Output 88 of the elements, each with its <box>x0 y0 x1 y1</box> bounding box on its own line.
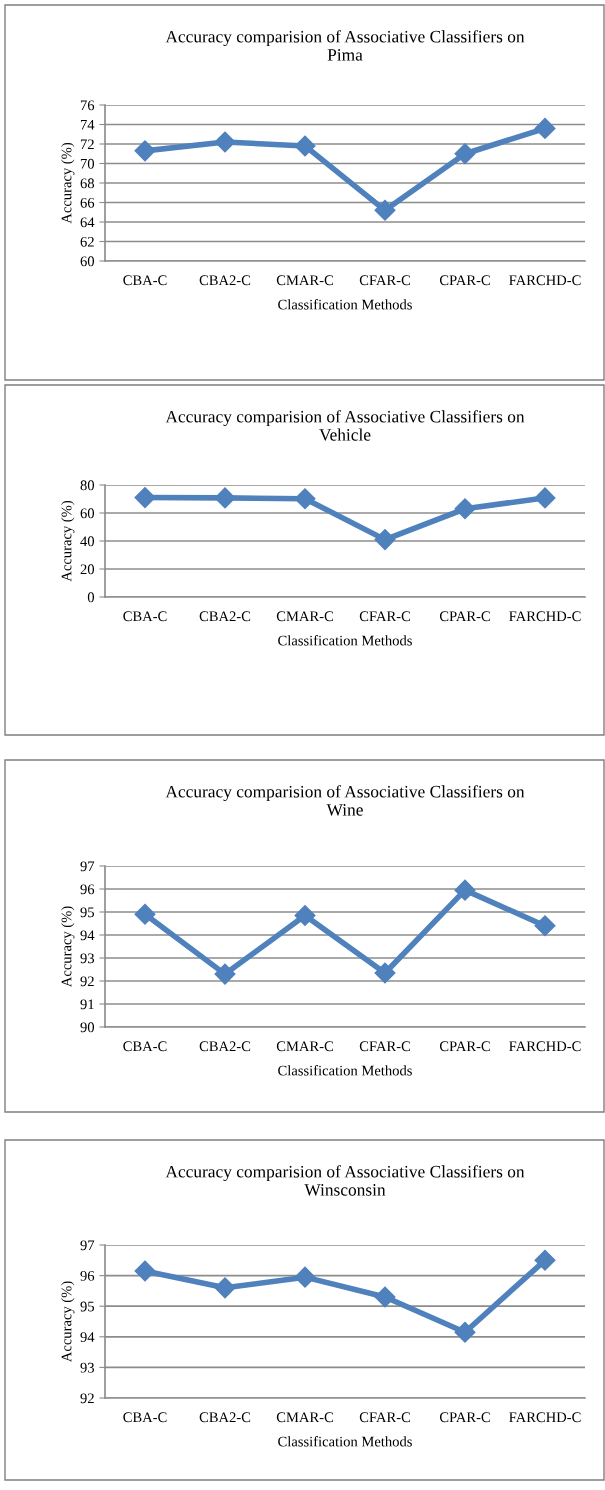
point <box>294 135 316 157</box>
point <box>294 488 316 510</box>
y-tick-label: 90 <box>80 1022 95 1033</box>
y-tick-label: 60 <box>80 256 95 267</box>
x-tick-label: FARCHD-C <box>509 611 581 622</box>
point <box>294 904 316 926</box>
y-tick-label: 80 <box>80 480 95 491</box>
point <box>134 140 156 162</box>
y-tick-label: 20 <box>80 564 95 575</box>
point <box>134 487 156 509</box>
x-tick-label: CFAR-C <box>359 1041 410 1052</box>
point <box>454 143 476 165</box>
x-tick-label: CPAR-C <box>439 275 490 286</box>
chart-title: Accuracy comparision of Associative Classifiers on Winsconsin <box>165 1165 525 1196</box>
y-tick-label: 95 <box>80 1301 95 1312</box>
y-tick-label: 93 <box>80 953 95 964</box>
x-tick-label: FARCHD-C <box>509 275 581 286</box>
y-axis-title: Accuracy (%) <box>61 1281 75 1363</box>
point <box>134 903 156 925</box>
y-tick-label: 68 <box>80 178 95 189</box>
x-axis-title: Classification Methods <box>278 1436 412 1447</box>
point <box>534 915 556 937</box>
y-tick-label: 92 <box>80 976 94 987</box>
point <box>294 1266 316 1288</box>
x-tick-label: CBA2-C <box>199 1412 251 1423</box>
point <box>374 529 396 551</box>
x-tick-label: CMAR-C <box>276 1041 333 1052</box>
x-tick-label: CPAR-C <box>439 611 490 622</box>
x-tick-label: CBA2-C <box>199 275 251 286</box>
y-tick-label: 64 <box>80 217 95 228</box>
point <box>134 1260 156 1282</box>
y-tick-label: 94 <box>80 930 95 941</box>
y-tick-label: 66 <box>80 197 95 208</box>
point <box>214 1277 236 1299</box>
y-tick-label: 94 <box>80 1332 95 1342</box>
point <box>534 117 556 139</box>
y-tick-label: 76 <box>80 100 95 111</box>
x-axis-title: Classification Methods <box>278 635 412 646</box>
x-tick-label: CFAR-C <box>359 275 410 286</box>
y-tick-label: 62 <box>80 236 94 247</box>
x-tick-label: CPAR-C <box>439 1412 490 1423</box>
x-tick-label: CBA-C <box>123 1412 167 1423</box>
x-tick-label: FARCHD-C <box>509 1041 581 1052</box>
y-tick-label: 96 <box>80 884 95 895</box>
x-tick-label: CBA2-C <box>199 1041 251 1052</box>
point <box>534 1249 556 1271</box>
x-axis-title: Classification Methods <box>278 299 412 310</box>
point <box>374 199 396 221</box>
point <box>214 487 236 509</box>
y-tick-label: 60 <box>80 508 95 519</box>
x-tick-label: CBA-C <box>123 611 167 622</box>
y-axis-title: Accuracy (%) <box>61 142 75 224</box>
x-tick-label: CBA-C <box>123 1041 167 1052</box>
y-tick-label: 97 <box>80 1240 95 1251</box>
y-tick-label: 92 <box>80 1393 94 1404</box>
y-tick-label: 95 <box>80 907 95 918</box>
y-tick-label: 70 <box>80 158 95 169</box>
y-axis-title: Accuracy (%) <box>61 500 75 582</box>
y-tick-label: 0 <box>87 592 95 603</box>
chart-title: Accuracy comparision of Associative Classifiers on Pima <box>165 30 525 61</box>
y-axis-title: Accuracy (%) <box>61 906 75 988</box>
point <box>214 963 236 985</box>
y-tick-label: 93 <box>80 1362 95 1373</box>
point <box>454 498 476 520</box>
y-tick-label: 91 <box>80 999 94 1010</box>
x-tick-label: CFAR-C <box>359 1412 410 1423</box>
point <box>374 962 396 984</box>
x-tick-label: CBA2-C <box>199 611 251 622</box>
y-tick-label: 40 <box>80 536 95 547</box>
x-tick-label: CFAR-C <box>359 611 410 622</box>
x-tick-label: CPAR-C <box>439 1041 490 1052</box>
point <box>214 131 236 153</box>
y-tick-label: 96 <box>80 1271 95 1281</box>
x-axis-title: Classification Methods <box>278 1065 412 1076</box>
point <box>454 879 476 901</box>
point <box>454 1321 476 1343</box>
x-tick-label: CMAR-C <box>276 611 333 622</box>
x-tick-label: CBA-C <box>123 275 167 286</box>
point <box>534 487 556 509</box>
x-tick-label: CMAR-C <box>276 275 333 286</box>
chart-title: Accuracy comparision of Associative Classifiers on Vehicle <box>165 410 525 441</box>
x-tick-label: CMAR-C <box>276 1412 333 1423</box>
point <box>374 1286 396 1308</box>
chart-title: Accuracy comparision of Associative Classifiers on Wine <box>165 785 525 816</box>
y-tick-label: 72 <box>80 139 94 150</box>
y-tick-label: 74 <box>80 119 95 130</box>
y-tick-label: 97 <box>80 861 95 872</box>
x-tick-label: FARCHD-C <box>509 1412 581 1423</box>
